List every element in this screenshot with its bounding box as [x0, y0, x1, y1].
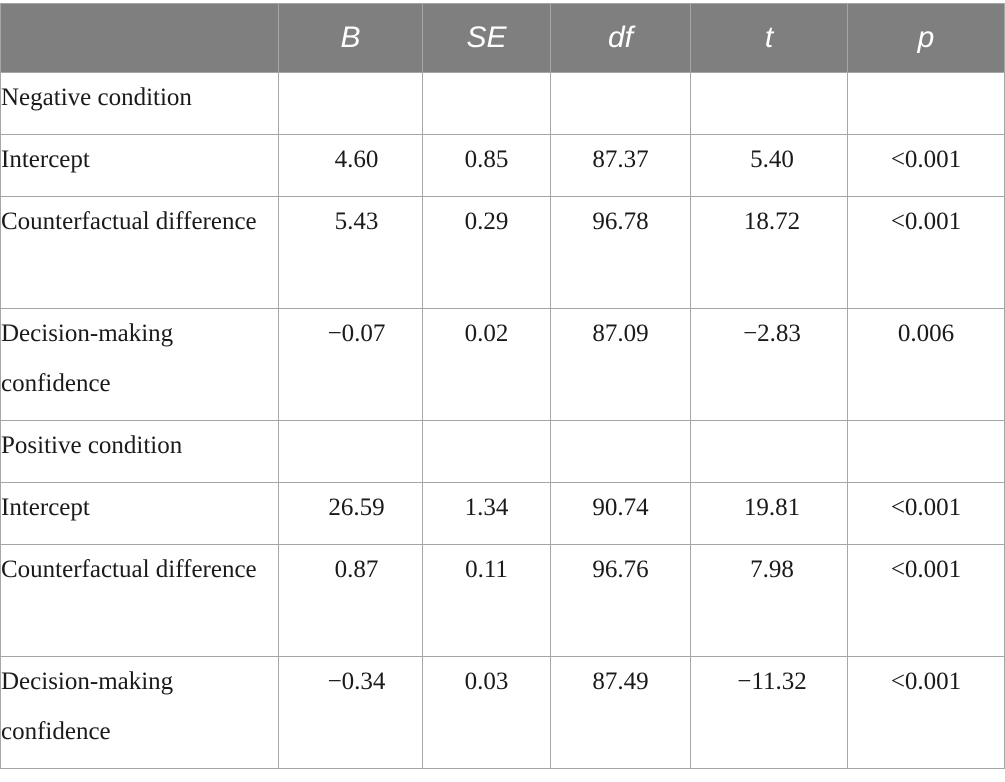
cell-df: 87.49 [550, 656, 691, 769]
empty-cell [847, 72, 1005, 135]
cell-p: <0.001 [847, 544, 1005, 657]
cell-se: 0.11 [422, 544, 551, 657]
cell-t: −2.83 [690, 308, 848, 421]
cell-se: 0.02 [422, 308, 551, 421]
header-cell-df: df [550, 3, 691, 73]
cell-p: <0.001 [847, 656, 1005, 769]
cell-se: 0.85 [422, 134, 551, 197]
header-row: B SE df t p [0, 3, 1005, 73]
cell-b: −0.34 [278, 656, 423, 769]
cell-df: 96.76 [550, 544, 691, 657]
row-label: Decision-making confidence [0, 308, 279, 421]
empty-cell [550, 420, 691, 483]
cell-df: 96.78 [550, 196, 691, 309]
cell-t: 19.81 [690, 482, 848, 545]
header-cell-t: t [690, 3, 848, 73]
section-label: Positive condition [0, 420, 279, 483]
empty-cell [690, 72, 848, 135]
cell-b: 26.59 [278, 482, 423, 545]
table-row: Decision-making confidence −0.34 0.03 87… [0, 656, 1005, 769]
header-cell-p: p [847, 3, 1005, 73]
cell-b: −0.07 [278, 308, 423, 421]
regression-results-table: B SE df t p Negative condition Intercept… [0, 3, 1005, 769]
table-row: Counterfactual difference 5.43 0.29 96.7… [0, 196, 1005, 309]
header-cell-b: B [278, 3, 423, 73]
empty-cell [550, 72, 691, 135]
cell-p: <0.001 [847, 196, 1005, 309]
cell-se: 0.29 [422, 196, 551, 309]
table-row: Intercept 26.59 1.34 90.74 19.81 <0.001 [0, 482, 1005, 545]
row-label: Decision-making confidence [0, 656, 279, 769]
cell-b: 0.87 [278, 544, 423, 657]
section-label: Negative condition [0, 72, 279, 135]
cell-t: 7.98 [690, 544, 848, 657]
row-label: Counterfactual difference [0, 544, 279, 657]
cell-t: 5.40 [690, 134, 848, 197]
header-cell-label [0, 3, 279, 73]
cell-p: 0.006 [847, 308, 1005, 421]
cell-t: 18.72 [690, 196, 848, 309]
row-label: Intercept [0, 482, 279, 545]
empty-cell [278, 420, 423, 483]
cell-t: −11.32 [690, 656, 848, 769]
table-row: Counterfactual difference 0.87 0.11 96.7… [0, 544, 1005, 657]
empty-cell [847, 420, 1005, 483]
section-row-negative: Negative condition [0, 72, 1005, 135]
header-cell-se: SE [422, 3, 551, 73]
empty-cell [422, 420, 551, 483]
cell-b: 4.60 [278, 134, 423, 197]
cell-p: <0.001 [847, 482, 1005, 545]
table-row: Intercept 4.60 0.85 87.37 5.40 <0.001 [0, 134, 1005, 197]
row-label: Counterfactual difference [0, 196, 279, 309]
section-row-positive: Positive condition [0, 420, 1005, 483]
cell-se: 1.34 [422, 482, 551, 545]
cell-se: 0.03 [422, 656, 551, 769]
cell-df: 90.74 [550, 482, 691, 545]
cell-df: 87.09 [550, 308, 691, 421]
cell-df: 87.37 [550, 134, 691, 197]
cell-b: 5.43 [278, 196, 423, 309]
empty-cell [278, 72, 423, 135]
cell-p: <0.001 [847, 134, 1005, 197]
empty-cell [690, 420, 848, 483]
row-label: Intercept [0, 134, 279, 197]
table-row: Decision-making confidence −0.07 0.02 87… [0, 308, 1005, 421]
empty-cell [422, 72, 551, 135]
